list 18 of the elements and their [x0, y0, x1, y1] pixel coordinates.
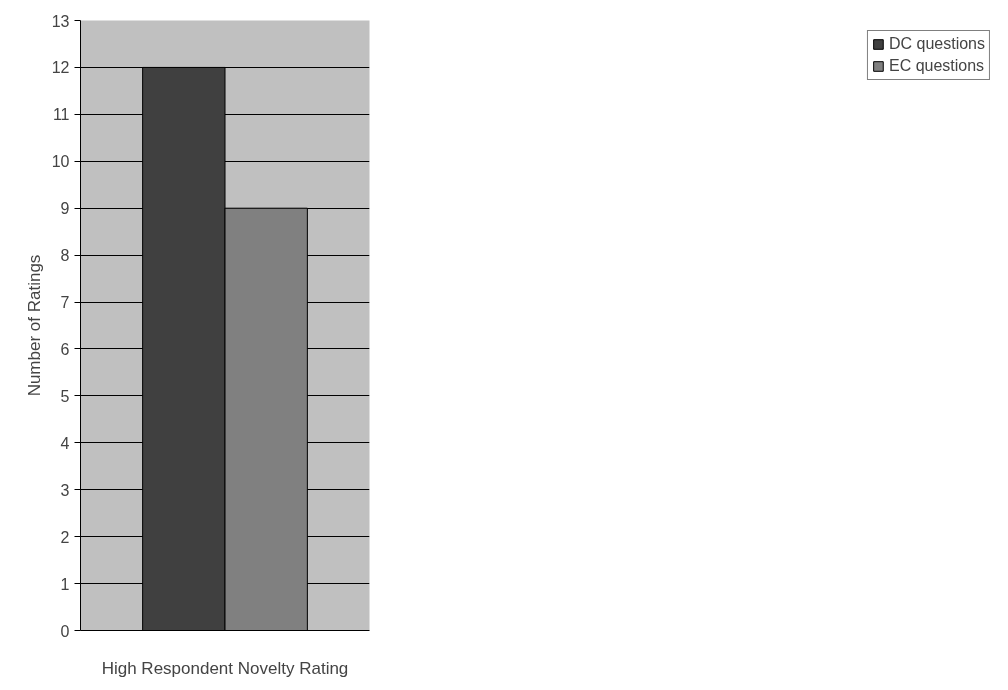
legend-label: DC questions [888, 35, 985, 53]
y-tick-label: 2 [60, 528, 70, 546]
y-tick-label: 3 [60, 481, 70, 499]
x-tick-label: High Respondent Novelty Rating [101, 658, 349, 678]
y-tick-label: 10 [51, 153, 70, 171]
y-tick-label: 8 [60, 247, 70, 265]
y-tick-label: 11 [52, 106, 70, 124]
y-tick-label: 1 [60, 575, 70, 593]
y-tick-label: 9 [60, 200, 70, 218]
y-tick-label: 5 [60, 387, 70, 405]
y-tick-label: 13 [51, 12, 70, 30]
y-axis-title: Number of Ratings [24, 254, 44, 397]
y-tick-label: 6 [60, 340, 70, 358]
y-tick-label: 7 [60, 294, 70, 312]
y-tick-label: 4 [60, 434, 70, 452]
y-tick-label: 0 [60, 622, 70, 640]
legend-label: EC questions [888, 57, 985, 75]
y-tick-label: 12 [51, 59, 70, 77]
